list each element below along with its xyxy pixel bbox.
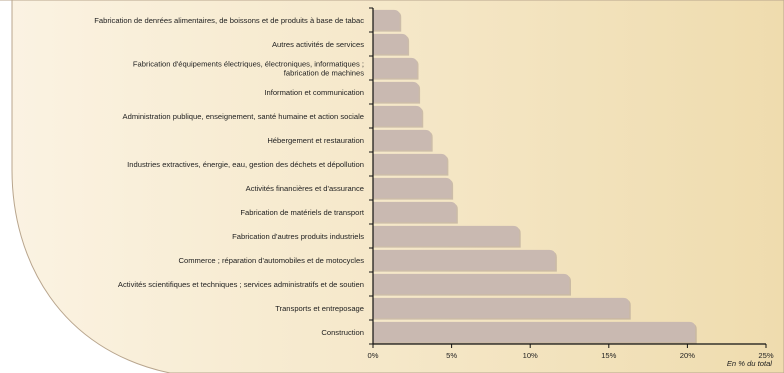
category-label: Transports et entreposage [275,304,364,313]
category-labels-group: Fabrication de denrées alimentaires, de … [94,16,365,337]
category-label: Information et communication [264,88,364,97]
bar [373,9,400,31]
bar [373,297,630,319]
category-label: Fabrication de denrées alimentaires, de … [94,16,364,25]
bar [373,33,408,55]
category-label-line: Fabrication d'équipements électriques, é… [133,59,364,68]
bar [373,273,570,295]
bar [373,249,556,271]
bar [373,105,422,127]
x-tick-label: 10% [523,351,538,360]
category-label-line: Information et communication [264,88,364,97]
category-label: Fabrication de matériels de transport [240,208,365,217]
bar [373,81,419,103]
category-label-line: Activités financières et d'assurance [246,184,364,193]
category-label-line: fabrication de machines [284,68,364,77]
category-label-line: Transports et entreposage [275,304,364,313]
category-label-line: Administration publique, enseignement, s… [123,112,364,121]
category-label: Autres activités de services [272,40,364,49]
category-label: Activités scientifiques et techniques ; … [118,280,364,289]
bar [373,177,452,199]
unit-label: En % du total [727,359,772,368]
axes-group [369,7,767,348]
bar [373,153,447,175]
category-label-line: Activités scientifiques et techniques ; … [118,280,364,289]
category-label-line: Commerce ; réparation d'automobiles et d… [179,256,365,265]
bar [373,129,432,151]
bars-group [373,9,697,344]
category-label-line: Industries extractives, énergie, eau, ge… [127,160,364,169]
bar [373,321,696,343]
category-label-line: Autres activités de services [272,40,364,49]
category-label: Hébergement et restauration [267,136,364,145]
x-tick-label: 0% [368,351,379,360]
category-label: Activités financières et d'assurance [246,184,364,193]
x-tick-label: 15% [601,351,616,360]
category-label: Industries extractives, énergie, eau, ge… [127,160,364,169]
category-label: Fabrication d'autres produits industriel… [232,232,364,241]
x-tick-label: 5% [446,351,457,360]
category-label: Commerce ; réparation d'automobiles et d… [179,256,365,265]
category-label-line: Construction [321,328,364,337]
x-tick-label: 20% [680,351,695,360]
bar [373,225,520,247]
bar [373,201,457,223]
category-label-line: Hébergement et restauration [267,136,364,145]
x-tick-label: 25% [758,351,773,360]
category-label: Administration publique, enseignement, s… [123,112,364,121]
category-label-line: Fabrication de matériels de transport [240,208,365,217]
bar [373,57,418,79]
tick-labels-group: 0% 5% 10% 15% 20% 25% [368,351,774,360]
category-label-line: Fabrication d'autres produits industriel… [232,232,364,241]
category-label: Fabrication d'équipements électriques, é… [133,59,364,77]
category-label: Construction [321,328,364,337]
category-label-line: Fabrication de denrées alimentaires, de … [94,16,364,25]
